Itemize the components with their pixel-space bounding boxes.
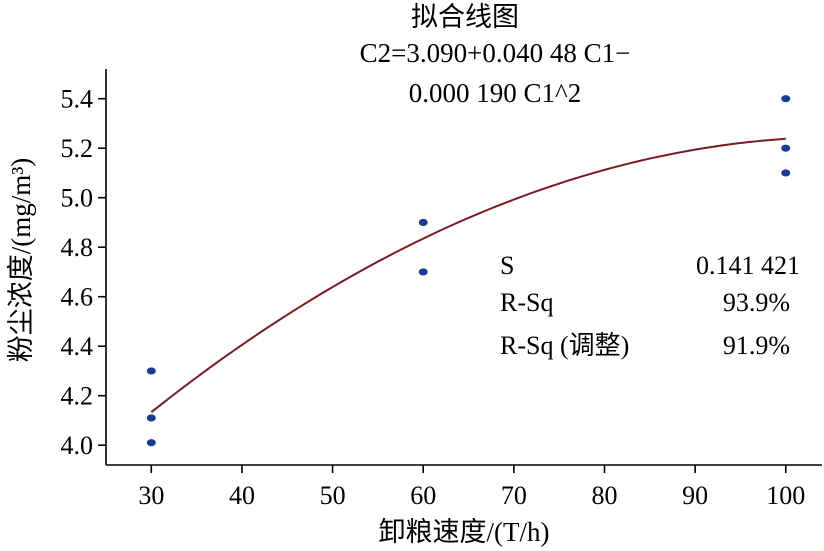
data-point [781, 169, 791, 177]
y-tick-label: 5.4 [61, 85, 94, 114]
data-point [418, 218, 428, 227]
x-tick-label: 40 [229, 481, 255, 510]
x-tick-label: 50 [320, 481, 346, 510]
data-points [146, 95, 791, 447]
data-point [781, 95, 791, 103]
x-tick-label: 90 [682, 481, 708, 510]
y-tick-label: 5.0 [61, 184, 94, 213]
y-tick-label: 4.4 [61, 332, 94, 361]
stat-label-s: S [500, 251, 514, 280]
x-axis-label: 卸粮速度/(T/h) [379, 517, 550, 547]
x-tick-label: 70 [501, 481, 527, 510]
x-tick-label: 30 [138, 481, 164, 510]
y-ticks: 4.0 4.2 4.4 4.6 4.8 5.0 5.2 5.4 [61, 85, 106, 460]
y-tick-label: 4.2 [61, 382, 94, 411]
x-tick-label: 100 [766, 481, 805, 510]
stat-label-rsq-adj: R-Sq (调整) [500, 331, 629, 360]
y-tick-label: 5.2 [61, 134, 94, 163]
stat-label-rsq: R-Sq [500, 288, 553, 317]
y-axis-label: 粉尘浓度/(mg/m³) [6, 158, 36, 363]
data-point [781, 144, 791, 152]
stat-value-s: 0.141 421 [696, 251, 800, 280]
y-tick-label: 4.0 [61, 431, 94, 460]
y-tick-label: 4.6 [61, 283, 94, 312]
data-point [146, 367, 156, 375]
data-point [146, 414, 156, 422]
data-point [146, 439, 156, 447]
fit-line [150, 137, 786, 413]
y-tick-label: 4.8 [61, 233, 94, 262]
stats-box: S 0.141 421 R-Sq 93.9% R-Sq (调整) 91.9% [500, 251, 800, 360]
axes [105, 69, 822, 466]
data-point [418, 268, 428, 276]
stat-value-rsq: 93.9% [723, 288, 790, 317]
stat-value-rsq-adj: 91.9% [723, 331, 790, 360]
x-tick-label: 80 [591, 481, 617, 510]
chart-title: 拟合线图 [411, 2, 519, 32]
chart-subtitle-line-1: C2=3.090+0.040 48 C1− [360, 38, 631, 68]
x-ticks: 30 40 50 60 70 80 90 100 [138, 465, 805, 510]
chart-subtitle-line-2: 0.000 190 C1^2 [409, 78, 581, 108]
x-tick-label: 60 [410, 481, 436, 510]
